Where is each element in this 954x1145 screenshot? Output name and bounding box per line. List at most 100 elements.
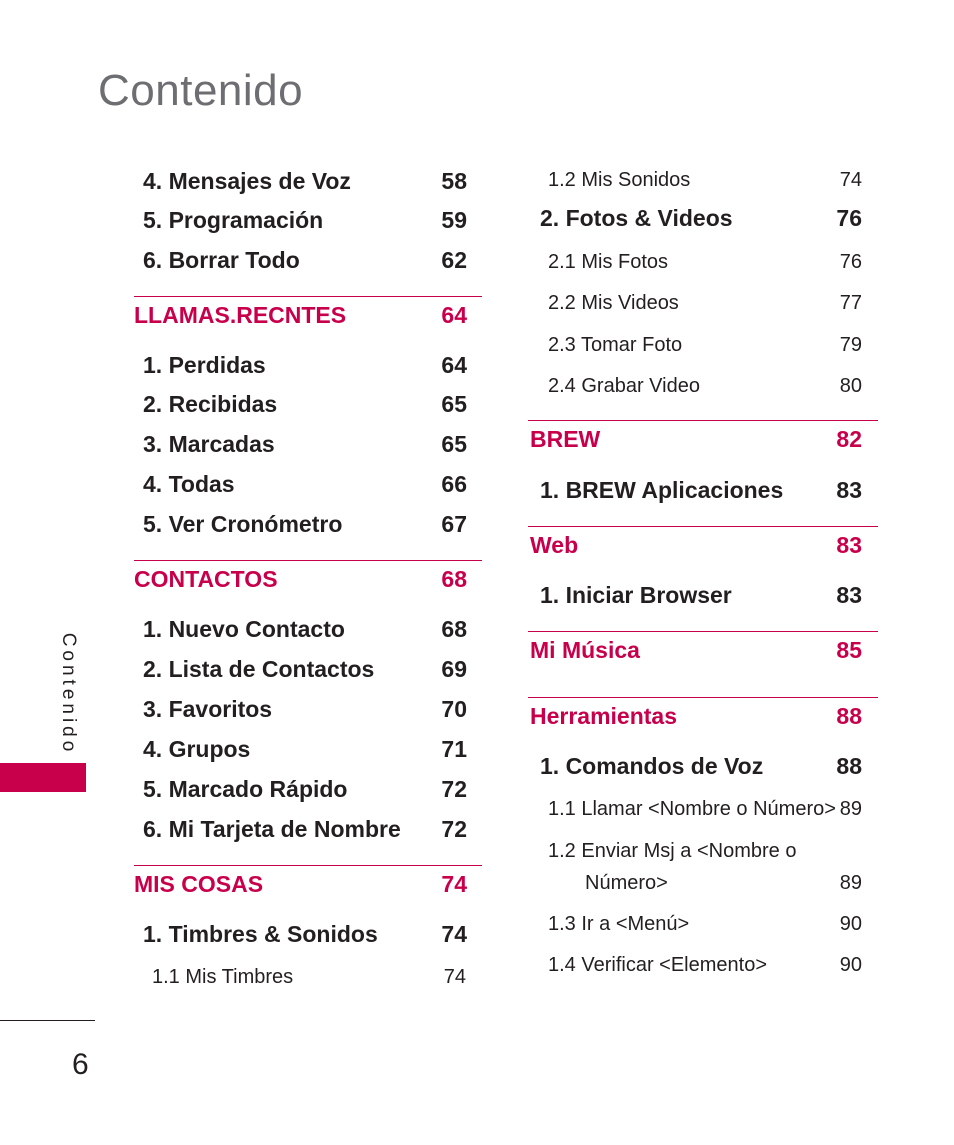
toc-entry: 5. Programación 59 [143, 207, 467, 234]
section-divider [528, 631, 878, 632]
toc-entry-page: 76 [836, 205, 862, 231]
toc-entry-label: 1. Comandos de Voz [540, 753, 764, 779]
toc-subentry-page: 90 [839, 913, 862, 935]
toc-section-heading: LLAMAS.RECNTES 64 [134, 302, 467, 329]
toc-section-heading: BREW 82 [530, 426, 862, 453]
side-section-label: Contenido [58, 632, 79, 756]
section-divider [528, 420, 878, 421]
toc-entry-page: 67 [441, 511, 467, 537]
toc-entry-page: 65 [441, 431, 467, 457]
toc-section-heading: Web 83 [530, 532, 862, 559]
toc-section-heading-page: 68 [441, 566, 467, 592]
side-tab-marker [0, 763, 86, 792]
toc-entry-page: 74 [441, 921, 467, 947]
toc-subentry-label: 1.2 Mis Sonidos [548, 169, 691, 191]
toc-subentry: 2.1 Mis Fotos 76 [548, 251, 862, 274]
toc-section-heading-page: 88 [836, 703, 862, 729]
toc-entry-label: 3. Favoritos [143, 696, 273, 722]
toc-entry-page: 68 [441, 616, 467, 642]
page-title: Contenido [98, 66, 304, 115]
toc-entry: 4. Mensajes de Voz 58 [143, 168, 467, 195]
toc-entry: 5. Marcado Rápido 72 [143, 776, 467, 803]
toc-section-heading-label: Herramientas [530, 703, 678, 729]
toc-entry: 4. Todas 66 [143, 471, 467, 498]
toc-entry-page: 71 [441, 736, 467, 762]
toc-section-heading-label: BREW [530, 426, 601, 452]
toc-entry: 3. Marcadas 65 [143, 431, 467, 458]
section-divider [528, 697, 878, 698]
toc-subentry-page: 76 [839, 251, 862, 273]
toc-entry-label: 2. Fotos & Videos [540, 205, 733, 231]
toc-entry-label: 1. BREW Aplicaciones [540, 477, 784, 503]
toc-entry-label: 5. Marcado Rápido [143, 776, 348, 802]
toc-section-heading-page: 64 [441, 302, 467, 328]
toc-entry-page: 64 [441, 352, 467, 378]
page-number: 6 [72, 1048, 89, 1081]
toc-subentry-label: 2.2 Mis Videos [548, 292, 679, 314]
toc-entry: 1. Perdidas 64 [143, 352, 467, 379]
toc-entry-page: 69 [441, 656, 467, 682]
toc-section-heading-label: MIS COSAS [134, 871, 264, 897]
section-divider [134, 865, 482, 866]
toc-section-heading: MIS COSAS 74 [134, 871, 467, 898]
toc-subentry-label: 1.1 Llamar <Nombre o Número> [548, 798, 836, 820]
toc-entry-page: 83 [836, 582, 862, 608]
toc-entry-page: 65 [441, 391, 467, 417]
toc-section-heading: CONTACTOS 68 [134, 566, 467, 593]
toc-subentry-page: 74 [443, 966, 466, 988]
toc-subentry-label: 1.3 Ir a <Menú> [548, 913, 690, 935]
toc-entry: 1. BREW Aplicaciones 83 [540, 477, 862, 504]
toc-entry: 5. Ver Cronómetro 67 [143, 511, 467, 538]
toc-subentry: 2.2 Mis Videos 77 [548, 292, 862, 315]
toc-subentry-label: 2.4 Grabar Video [548, 375, 700, 397]
toc-entry-label: 5. Ver Cronómetro [143, 511, 343, 537]
toc-entry-label: 1. Timbres & Sonidos [143, 921, 378, 947]
toc-entry: 2. Recibidas 65 [143, 391, 467, 418]
toc-subentry-page: 90 [839, 954, 862, 976]
toc-subentry-page: 89 [839, 798, 862, 820]
toc-subentry: 2.4 Grabar Video 80 [548, 375, 862, 398]
toc-subentry: 1.3 Ir a <Menú> 90 [548, 913, 862, 936]
toc-entry: 6. Borrar Todo 62 [143, 247, 467, 274]
toc-entry: 1. Timbres & Sonidos 74 [143, 921, 467, 948]
toc-section-heading-page: 83 [836, 532, 862, 558]
toc-entry-label: 3. Marcadas [143, 431, 275, 457]
section-divider [134, 296, 482, 297]
toc-subentry-page: 74 [839, 169, 862, 191]
toc-entry-label: 2. Lista de Contactos [143, 656, 375, 682]
toc-entry-page: 88 [836, 753, 862, 779]
toc-subentry-label: 1.1 Mis Timbres [152, 966, 294, 988]
toc-entry-label: 1. Nuevo Contacto [143, 616, 345, 642]
toc-subentry: 2.3 Tomar Foto 79 [548, 334, 862, 357]
toc-entry-page: 83 [836, 477, 862, 503]
toc-section-heading-page: 85 [836, 637, 862, 663]
toc-entry-page: 70 [441, 696, 467, 722]
toc-entry-label: 2. Recibidas [143, 391, 278, 417]
toc-subentry-page: 79 [839, 334, 862, 356]
toc-entry-page: 59 [441, 207, 467, 233]
toc-section-heading-label: Web [530, 532, 579, 558]
toc-subentry-page: 77 [839, 292, 862, 314]
section-divider [528, 526, 878, 527]
toc-subentry-label: 2.3 Tomar Foto [548, 334, 683, 356]
toc-section-heading-page: 74 [441, 871, 467, 897]
toc-subentry: 1.2 Enviar Msj a <Nombre o Número> 89 [548, 840, 862, 904]
toc-entry: 6. Mi Tarjeta de Nombre 72 [143, 816, 467, 843]
toc-entry-label: 5. Programación [143, 207, 324, 233]
toc-entry: 1. Iniciar Browser 83 [540, 582, 862, 609]
toc-subentry: 1.1 Mis Timbres 74 [152, 966, 466, 989]
toc-entry-label: 1. Iniciar Browser [540, 582, 732, 608]
toc-section-heading-page: 82 [836, 426, 862, 452]
toc-section-heading-label: CONTACTOS [134, 566, 278, 592]
toc-entry: 1. Comandos de Voz 88 [540, 753, 862, 780]
toc-subentry-label: 1.4 Verificar <Elemento> [548, 954, 768, 976]
toc-subentry-page: 80 [839, 375, 862, 397]
toc-entry-page: 66 [441, 471, 467, 497]
toc-section-heading: Mi Música 85 [530, 637, 862, 664]
toc-subentry-label: 1.2 Enviar Msj a <Nombre o [548, 840, 797, 862]
toc-section-heading-label: Mi Música [530, 637, 640, 663]
footer-divider [0, 1020, 95, 1021]
toc-entry-label: 1. Perdidas [143, 352, 266, 378]
toc-entry-page: 72 [441, 816, 467, 842]
toc-subentry: 1.1 Llamar <Nombre o Número> 89 [548, 798, 862, 821]
